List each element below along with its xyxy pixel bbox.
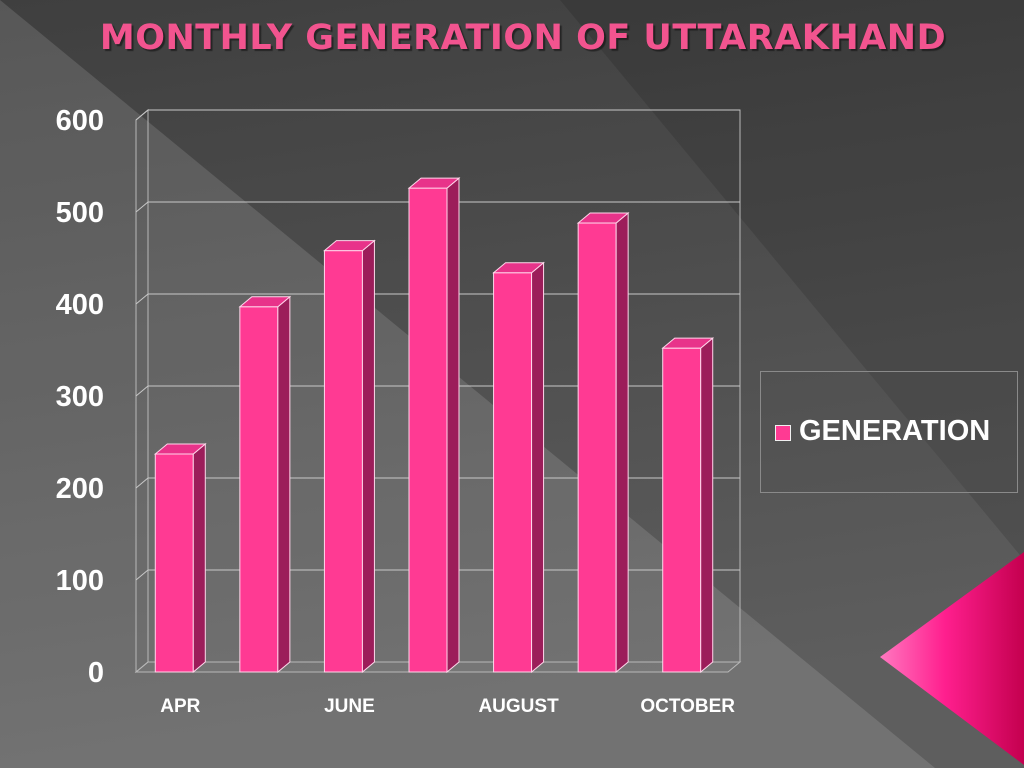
y-tick-label: 300: [56, 381, 104, 413]
x-tick-label: JUNE: [324, 696, 375, 717]
bar-side: [361, 239, 375, 674]
bar-chart: 0 100 200 300 400 500 600 APR JUNE AUGUST OCTOBER: [56, 105, 742, 717]
bar-front: [154, 453, 194, 673]
bar-top: [492, 262, 545, 274]
x-tick-label: AUGUST: [478, 696, 559, 717]
bar: [323, 239, 376, 674]
y-tick-label: 400: [56, 289, 104, 321]
bar-side: [615, 211, 629, 674]
bar-front: [577, 222, 617, 673]
bar: [407, 177, 461, 674]
legend-label: GENERATION: [799, 415, 991, 447]
bar: [576, 211, 630, 674]
bar-top: [153, 443, 207, 455]
legend-swatch: [775, 425, 791, 441]
bar-top: [576, 212, 630, 224]
bar-side: [192, 442, 206, 674]
bar: [492, 261, 545, 674]
bar: [153, 442, 207, 674]
bar-top: [323, 240, 376, 252]
bar-top: [238, 296, 292, 308]
bar-side: [700, 337, 714, 674]
bar-top: [661, 337, 715, 349]
bar-side: [277, 295, 291, 674]
x-tick-label: APR: [160, 696, 200, 717]
bar-front: [323, 250, 363, 673]
y-tick-label: 100: [56, 565, 104, 597]
y-tick-label: 600: [56, 105, 104, 137]
bar-side: [531, 261, 545, 674]
decor-pink-triangle: [880, 552, 1024, 765]
bar-top: [407, 177, 461, 189]
bar-front: [239, 306, 279, 673]
slide-title: MONTHLY GENERATION OF UTTARAKHAND: [99, 18, 947, 58]
y-tick-label: 500: [56, 197, 104, 229]
gridline: [135, 109, 740, 121]
bar-front: [493, 272, 533, 673]
gridline: [135, 201, 740, 213]
bar-front: [662, 347, 702, 673]
bar-side: [446, 177, 460, 674]
x-tick-label: OCTOBER: [640, 696, 735, 717]
bar: [238, 295, 292, 674]
chart-legend: GENERATION: [760, 371, 1018, 493]
decor-dark-shape: [560, 0, 1024, 560]
y-tick-label: 200: [56, 473, 104, 505]
y-tick-label: 0: [88, 657, 104, 689]
bar: [661, 337, 715, 674]
bar-front: [408, 187, 448, 673]
